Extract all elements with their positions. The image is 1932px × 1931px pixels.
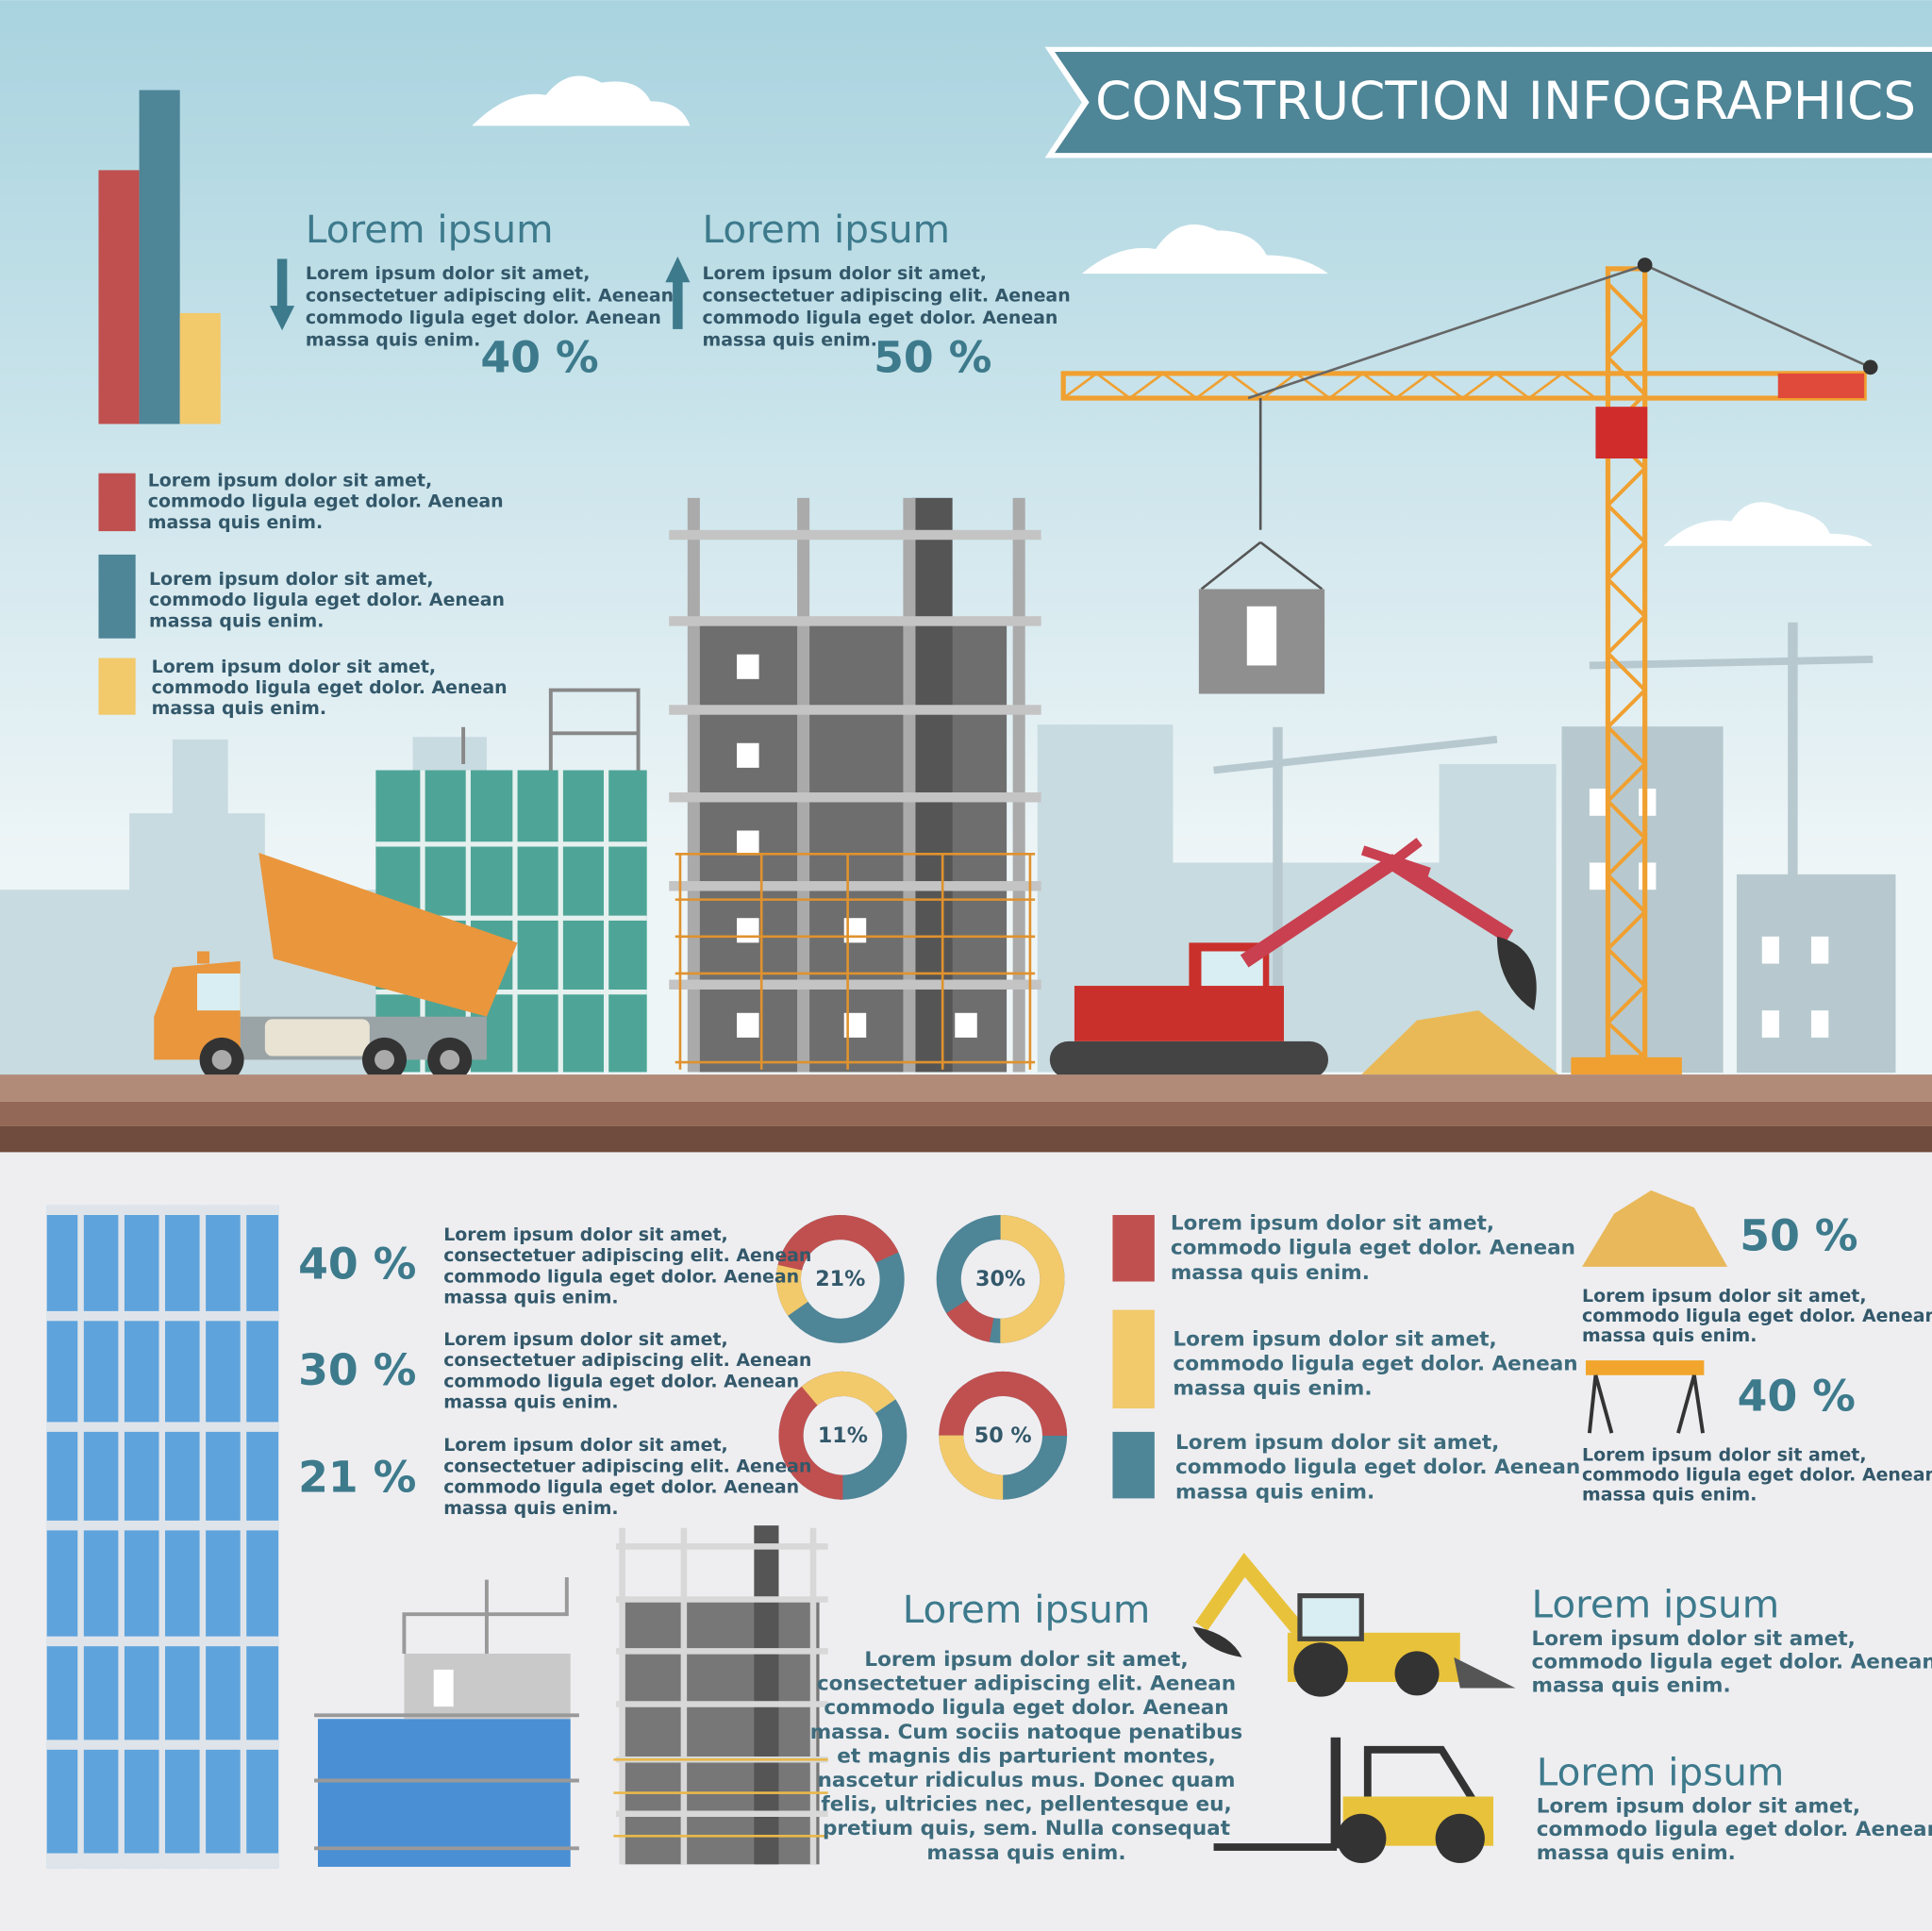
body-text: consectetuer adipiscing elit. Aenean (443, 1350, 811, 1371)
body-text: commodo ligula eget dolor. Aenean (306, 308, 661, 328)
stat-value: 40 % (1738, 1371, 1856, 1421)
dump-truck (154, 852, 518, 1082)
body-text: Lorem ipsum dolor sit amet, (443, 1435, 727, 1456)
body-text: commodo ligula eget dolor. Aenean (1582, 1306, 1932, 1326)
stat-value: 40 % (298, 1240, 416, 1290)
body-text: commodo ligula eget dolor. Aenean (824, 1696, 1228, 1720)
body-text: nascetur ridiculus mus. Donec quam (818, 1769, 1236, 1792)
body-text: pretium quis, sem. Nulla consequat (823, 1817, 1230, 1840)
body-text: Lorem ipsum dolor sit amet, (1582, 1286, 1866, 1307)
body-text: Lorem ipsum dolor sit amet, (443, 1329, 727, 1350)
ground (0, 1125, 1932, 1153)
body-text: massa quis enim. (1582, 1484, 1757, 1505)
body-text: commodo ligula eget dolor. Aenean (1175, 1456, 1580, 1479)
small-frame-building (613, 1525, 828, 1865)
body-text: massa quis enim. (148, 512, 323, 533)
body-text: et magnis dis parturient montes, (837, 1744, 1216, 1768)
body-text: commodo ligula eget dolor. Aenean (152, 677, 508, 698)
body-text: Lorem ipsum dolor sit amet, (1171, 1212, 1494, 1236)
body-text: massa quis enim. (443, 1288, 618, 1308)
backhoe (1192, 1553, 1516, 1697)
frame-building (669, 497, 1041, 1073)
body-text: massa quis enim. (149, 610, 324, 631)
forklift (1213, 1737, 1494, 1864)
stat-value: 30 % (298, 1345, 416, 1395)
title-banner (1044, 46, 1932, 158)
body-text: massa quis enim. (1537, 1841, 1736, 1865)
body-text: massa. Cum sociis natoque penatibus (810, 1721, 1243, 1744)
body-text: commodo ligula eget dolor. Aenean (443, 1477, 799, 1498)
body-text: massa quis enim. (1175, 1480, 1374, 1504)
body-text: Lorem ipsum dolor sit amet, (443, 1224, 727, 1245)
blue-tower (46, 1205, 279, 1869)
body-text: massa quis enim. (1171, 1261, 1370, 1285)
heading: Lorem ipsum (903, 1587, 1151, 1632)
ground (0, 1101, 1932, 1126)
body-text: commodo ligula eget dolor. Aenean (1582, 1465, 1932, 1486)
body-text: massa quis enim. (1532, 1673, 1731, 1697)
body-text: consectetuer adipiscing elit. Aenean (702, 286, 1070, 307)
body-text: commodo ligula eget dolor. Aenean (1173, 1353, 1577, 1376)
sand-icon (1582, 1190, 1728, 1267)
body-text: commodo ligula eget dolor. Aenean (1537, 1818, 1932, 1841)
body-text: Lorem ipsum dolor sit amet, (1532, 1627, 1856, 1651)
body-text: commodo ligula eget dolor. Aenean (443, 1371, 799, 1391)
body-text: Lorem ipsum dolor sit amet, (148, 471, 432, 491)
body-text: consectetuer adipiscing elit. Aenean (443, 1456, 811, 1476)
body-text: consectetuer adipiscing elit. Aenean (817, 1673, 1236, 1696)
small-blue-building (314, 1576, 579, 1867)
body-text: massa quis enim. (443, 1498, 618, 1519)
sand-pile (1361, 1010, 1559, 1075)
barricade-icon (1585, 1360, 1705, 1434)
legend-swatches (1112, 1214, 1155, 1499)
body-text: consectetuer adipiscing elit. Aenean (306, 286, 674, 307)
title: CONSTRUCTION INFOGRAPHICS (1095, 71, 1916, 131)
heading: Lorem ipsum (306, 207, 554, 252)
body-text: commodo ligula eget dolor. Aenean (1532, 1651, 1932, 1674)
heading: Lorem ipsum (1537, 1749, 1785, 1794)
body-text: consectetuer adipiscing elit. Aenean (443, 1245, 811, 1266)
body-text: massa quis enim. (306, 330, 480, 351)
body-text: Lorem ipsum dolor sit amet, (152, 657, 436, 677)
body-text: massa quis enim. (926, 1841, 1125, 1865)
body-text: massa quis enim. (1173, 1377, 1372, 1401)
body-text: commodo ligula eget dolor. Aenean (1171, 1237, 1575, 1260)
body-text: Lorem ipsum dolor sit amet, (864, 1648, 1188, 1672)
donut-charts (775, 1214, 1068, 1500)
tower-crane (1060, 258, 1878, 1075)
body-text: Lorem ipsum dolor sit amet, (1173, 1327, 1496, 1351)
clouds (472, 75, 1874, 546)
decorative-bars (98, 90, 221, 424)
body-text: Lorem ipsum dolor sit amet, (306, 263, 590, 284)
stat-value: 50 % (1740, 1211, 1857, 1261)
body-text: massa quis enim. (702, 330, 876, 351)
donut-label: 11% (818, 1423, 868, 1448)
body-text: Lorem ipsum dolor sit amet, (702, 263, 986, 284)
body-text: Lorem ipsum dolor sit amet, (1582, 1445, 1866, 1466)
body-text: Lorem ipsum dolor sit amet, (1175, 1431, 1499, 1455)
body-text: Lorem ipsum dolor sit amet, (149, 569, 433, 590)
body-text: Lorem ipsum dolor sit amet, (1537, 1794, 1860, 1818)
donut-label: 21% (815, 1267, 865, 1291)
stat-value: 21 % (298, 1453, 416, 1503)
donut-label: 30% (975, 1267, 1025, 1291)
arrows (270, 256, 691, 331)
stat-value: 40 % (480, 332, 598, 382)
heading: Lorem ipsum (702, 207, 950, 252)
body-text: commodo ligula eget dolor. Aenean (149, 590, 505, 610)
body-text: felis, ultricies nec, pellentesque eu, (821, 1793, 1231, 1817)
donut-label: 50 % (974, 1423, 1032, 1448)
body-text: massa quis enim. (152, 698, 326, 719)
heading: Lorem ipsum (1532, 1582, 1780, 1627)
body-text: massa quis enim. (1582, 1325, 1757, 1346)
ground (0, 1074, 1932, 1102)
stat-value: 50 % (874, 332, 991, 382)
body-text: commodo ligula eget dolor. Aenean (443, 1266, 799, 1287)
body-text: massa quis enim. (443, 1392, 618, 1413)
excavator (1049, 838, 1537, 1079)
body-text: commodo ligula eget dolor. Aenean (148, 491, 504, 512)
body-text: commodo ligula eget dolor. Aenean (702, 308, 1058, 328)
legend-swatches (98, 473, 136, 715)
